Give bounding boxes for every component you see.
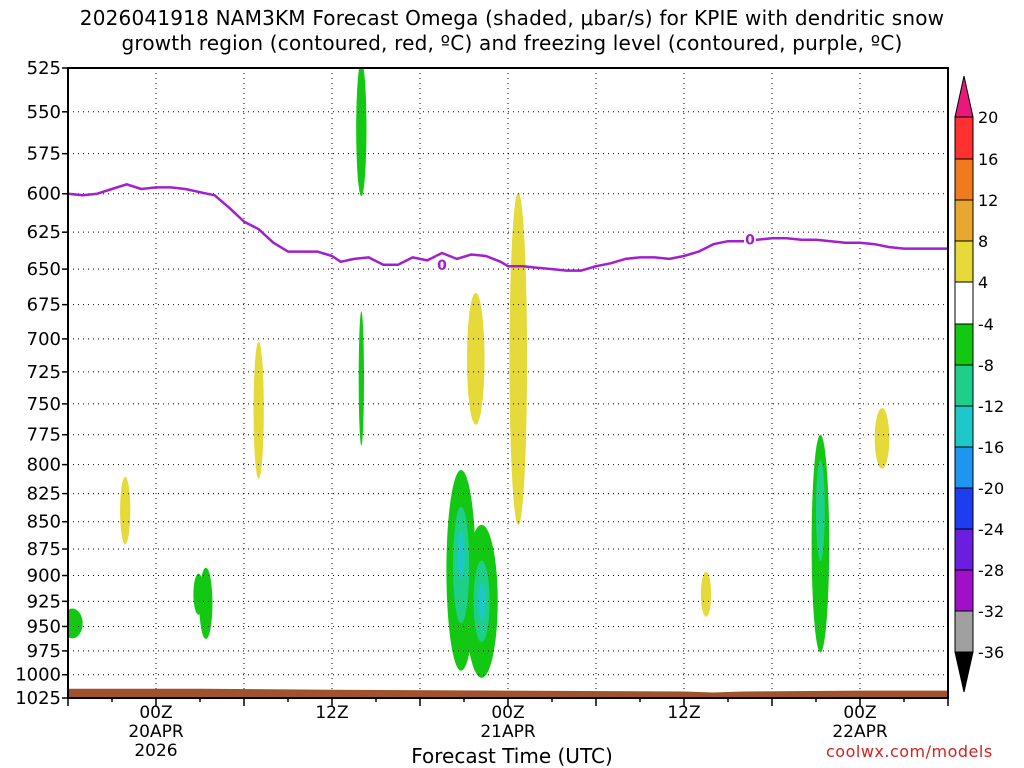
chart-title-line-1: 2026041918 NAM3KM Forecast Omega (shaded…: [79, 6, 945, 30]
x-tick-label: 00Z: [491, 703, 524, 723]
omega-blob: [199, 567, 213, 639]
colorbar-label: -12: [978, 397, 1004, 416]
y-tick-label: 650: [27, 259, 61, 280]
freezing-level-line: [68, 183, 948, 272]
x-tick-label: 12Z: [315, 703, 348, 723]
colorbar-top-arrow: [954, 75, 974, 118]
colorbar-bin: [954, 446, 974, 489]
y-tick-label: 850: [27, 512, 61, 533]
y-tick-label: 1000: [15, 665, 61, 686]
colorbar-label: -20: [978, 479, 1004, 498]
colorbar-bottom-arrow: [954, 651, 974, 693]
y-tick-label: 775: [27, 425, 61, 446]
y-tick-label: 975: [27, 641, 61, 662]
colorbar-bin: [954, 610, 974, 653]
colorbar: 20 16 12 8 4 -4 -8 -12 -16 -20 -24 -28 -32 -36: [954, 75, 1004, 693]
y-tick-label: 525: [27, 58, 61, 79]
omega-shading: [68, 68, 890, 678]
chart-title-line-2: growth region (contoured, red, ºC) and f…: [121, 31, 903, 55]
y-tick-label: 700: [27, 329, 61, 350]
contour-label: 0: [745, 233, 755, 249]
colorbar-bin: [954, 116, 974, 160]
colorbar-bin: [954, 240, 974, 283]
y-tick-label: 825: [27, 484, 61, 505]
contour-label: 0: [437, 258, 447, 274]
y-tick-label: 900: [27, 566, 61, 587]
colorbar-bin: [954, 528, 974, 571]
omega-blob: [477, 583, 486, 620]
x-tick-year-label: 2026: [134, 741, 177, 761]
colorbar-bin: [954, 323, 974, 366]
omega-blob: [253, 341, 264, 479]
colorbar-label: 20: [978, 108, 998, 127]
omega-blob: [356, 68, 367, 197]
y-tick-label: 725: [27, 362, 61, 383]
y-tick-label: 550: [27, 102, 61, 123]
colorbar-label: 16: [978, 150, 998, 169]
colorbar-bin: [954, 405, 974, 448]
surface-ground-band: [68, 688, 948, 698]
omega-blob: [700, 571, 712, 617]
y-tick-label: 750: [27, 394, 61, 415]
colorbar-label: -36: [978, 643, 1004, 662]
colorbar-bin: [954, 281, 974, 325]
x-tick-label: 00Z: [139, 703, 172, 723]
colorbar-bin: [954, 569, 974, 612]
y-tick-label: 875: [27, 539, 61, 560]
colorbar-label: 12: [978, 191, 998, 210]
colorbar-label: -32: [978, 602, 1004, 621]
y-tick-label: 800: [27, 455, 61, 476]
colorbar-label: -8: [978, 356, 994, 375]
colorbar-label: 4: [978, 273, 988, 292]
omega-blob: [120, 476, 131, 545]
y-tick-label: 1025: [15, 688, 61, 709]
site-credit[interactable]: coolwx.com/models: [826, 742, 993, 761]
colorbar-bin: [954, 158, 974, 201]
surface-level: [68, 688, 948, 698]
chart-title: 2026041918 NAM3KM Forecast Omega (shaded…: [0, 6, 1024, 56]
omega-blob: [874, 408, 890, 469]
x-tick-date-label: 21APR: [480, 722, 536, 742]
colorbar-bin: [954, 487, 974, 530]
x-tick-date-label: 20APR: [128, 722, 184, 742]
contour-label-bg: [436, 256, 448, 273]
x-axis-title: Forecast Time (UTC): [411, 744, 613, 768]
colorbar-label: 8: [978, 232, 988, 251]
omega-blob: [509, 192, 528, 526]
y-tick-label: 600: [27, 184, 61, 205]
x-tick-date-label: 22APR: [832, 722, 888, 742]
colorbar-label: -28: [978, 561, 1004, 580]
y-tick-label: 625: [27, 222, 61, 243]
omega-blob: [457, 530, 465, 578]
x-tick-label: 00Z: [843, 703, 876, 723]
y-tick-label: 925: [27, 591, 61, 612]
colorbar-label: -24: [978, 520, 1004, 539]
colorbar-bin: [954, 364, 974, 407]
y-tick-label: 675: [27, 295, 61, 316]
colorbar-label: -16: [978, 438, 1004, 457]
omega-blob: [68, 608, 83, 639]
y-tick-label: 950: [27, 616, 61, 637]
omega-blob: [358, 311, 364, 446]
colorbar-label: -4: [978, 315, 994, 334]
freezing-level-contour: 00: [68, 183, 948, 274]
x-tick-label: 12Z: [667, 703, 700, 723]
contour-label-bg: [744, 231, 756, 248]
omega-blob: [816, 460, 825, 562]
y-axis: 525 550 575 600 625 650 675 700 725 750 775 800 825 8…: [15, 58, 68, 709]
y-tick-label: 575: [27, 144, 61, 165]
colorbar-bin: [954, 199, 974, 242]
omega-blob: [466, 292, 485, 425]
